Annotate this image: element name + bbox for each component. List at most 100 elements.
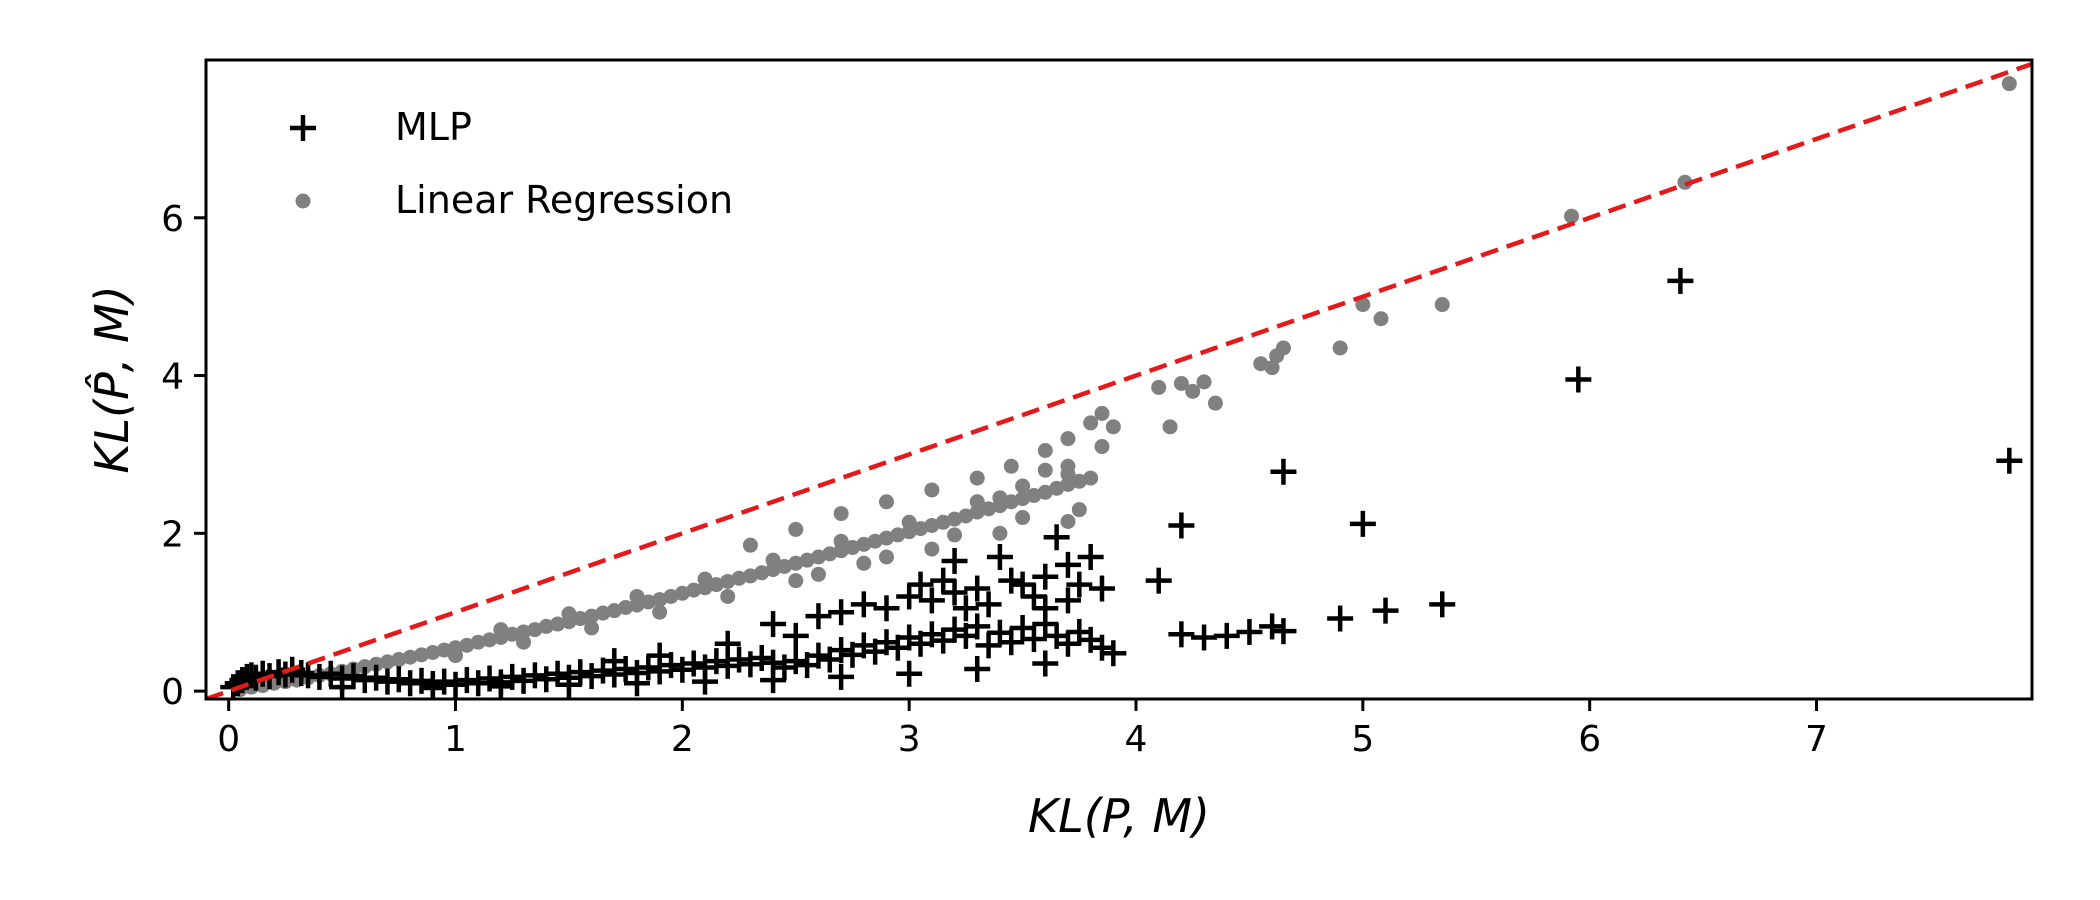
series-mlp (220, 267, 2023, 699)
mlp-point (998, 567, 1025, 594)
x-tick-label: 0 (217, 719, 240, 760)
mlp-point (692, 668, 719, 695)
mlp-point (544, 660, 571, 687)
legend-dot-icon (295, 193, 311, 209)
linear-regression-point (1332, 340, 1348, 356)
linear-regression-point (844, 540, 860, 556)
linear-regression-point (810, 549, 826, 565)
series-linear-regression (232, 76, 2017, 698)
linear-regression-point (924, 482, 940, 498)
x-tick-label: 3 (898, 719, 921, 760)
mlp-point (873, 595, 900, 622)
linear-regression-point (459, 637, 475, 653)
linear-regression-point (527, 622, 543, 638)
linear-regression-point (1003, 494, 1019, 510)
mlp-point (487, 673, 514, 699)
linear-regression-point (742, 568, 758, 584)
mlp-point (941, 616, 968, 643)
linear-regression-point (1083, 415, 1099, 431)
linear-regression-point (493, 622, 509, 638)
linear-regression-point (1355, 297, 1371, 313)
linear-regression-point (867, 533, 883, 549)
mlp-point (646, 642, 673, 669)
mlp-point (1043, 524, 1070, 551)
mlp-point (465, 670, 492, 697)
mlp-point (964, 613, 991, 640)
linear-regression-point (1094, 405, 1110, 421)
mlp-point (578, 663, 605, 690)
linear-regression-point (1264, 360, 1280, 376)
linear-regression-point (708, 577, 724, 593)
mlp-point (567, 659, 594, 686)
linear-regression-point (379, 654, 395, 670)
linear-regression-point (935, 514, 951, 530)
x-tick-label: 4 (1125, 719, 1148, 760)
mlp-point (555, 671, 582, 698)
linear-regression-point (516, 624, 532, 640)
mlp-point (850, 591, 877, 618)
linear-regression-point (1015, 510, 1031, 526)
linear-regression-point (754, 565, 770, 581)
mlp-point (975, 591, 1002, 618)
linear-regression-point (992, 490, 1008, 506)
linear-regression-point (890, 527, 906, 543)
mlp-point (805, 642, 832, 669)
mlp-point (964, 575, 991, 602)
y-tick-label: 2 (161, 514, 184, 555)
mlp-point (1032, 563, 1059, 590)
mlp-point (998, 629, 1025, 656)
mlp-point (1429, 591, 1456, 618)
linear-regression-point (969, 470, 985, 486)
linear-regression-point (969, 504, 985, 520)
mlp-point (351, 667, 378, 694)
linear-regression-point (391, 652, 407, 668)
linear-regression-point (720, 588, 736, 604)
linear-regression-point (436, 642, 452, 658)
linear-regression-point (413, 647, 429, 663)
mlp-point (623, 670, 650, 697)
linear-regression-point (788, 555, 804, 571)
linear-regression-point (1037, 443, 1053, 458)
linear-regression-point (618, 599, 634, 615)
mlp-point (941, 579, 968, 606)
mlp-point (1032, 595, 1059, 622)
mlp-point (828, 599, 855, 626)
legend-marker-linear-regression (295, 193, 311, 209)
legend: MLP Linear Regression (290, 105, 733, 222)
mlp-point (930, 567, 957, 594)
linear-regression-point (924, 541, 940, 557)
linear-regression-point (425, 644, 441, 660)
linear-regression-point (1015, 478, 1031, 494)
linear-regression-point (1060, 466, 1076, 482)
linear-regression-point (958, 508, 974, 524)
linear-regression-point (1151, 379, 1167, 395)
mlp-point (760, 667, 787, 694)
mlp-point (1236, 618, 1263, 645)
x-tick-label: 7 (1805, 719, 1828, 760)
mlp-point (1088, 575, 1115, 602)
mlp-point (385, 666, 412, 693)
linear-regression-point (516, 634, 532, 650)
x-tick-label: 5 (1351, 719, 1374, 760)
linear-regression-point (1083, 470, 1099, 486)
linear-regression-point (1207, 395, 1223, 411)
mlp-point (986, 544, 1013, 570)
mlp-point (896, 583, 923, 610)
linear-regression-point (878, 530, 894, 546)
mlp-point (1054, 587, 1081, 614)
mlp-point (1259, 613, 1286, 640)
linear-regression-point (470, 634, 486, 650)
plot-frame (204, 58, 2034, 701)
linear-regression-point (1049, 480, 1065, 496)
mlp-point (533, 666, 560, 693)
linear-regression-point (2001, 76, 2017, 92)
linear-regression-point (1253, 356, 1269, 372)
mlp-point (1066, 571, 1093, 598)
linear-regression-point (1071, 502, 1087, 518)
mlp-point (1565, 366, 1592, 393)
mlp-point (431, 668, 458, 695)
mlp-point (896, 660, 923, 687)
linear-regression-point (810, 566, 826, 582)
mlp-point (1100, 640, 1127, 667)
mlp-point (1191, 624, 1218, 651)
